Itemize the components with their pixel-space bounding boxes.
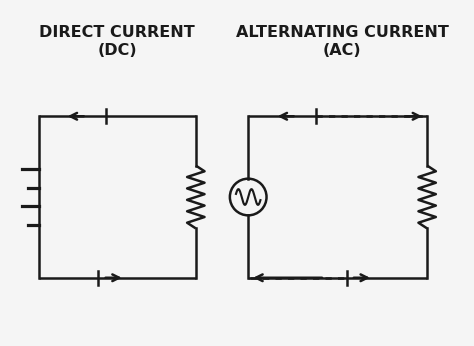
Text: DIRECT CURRENT
(DC): DIRECT CURRENT (DC) [39,25,195,58]
Text: ALTERNATING CURRENT
(AC): ALTERNATING CURRENT (AC) [236,25,448,58]
